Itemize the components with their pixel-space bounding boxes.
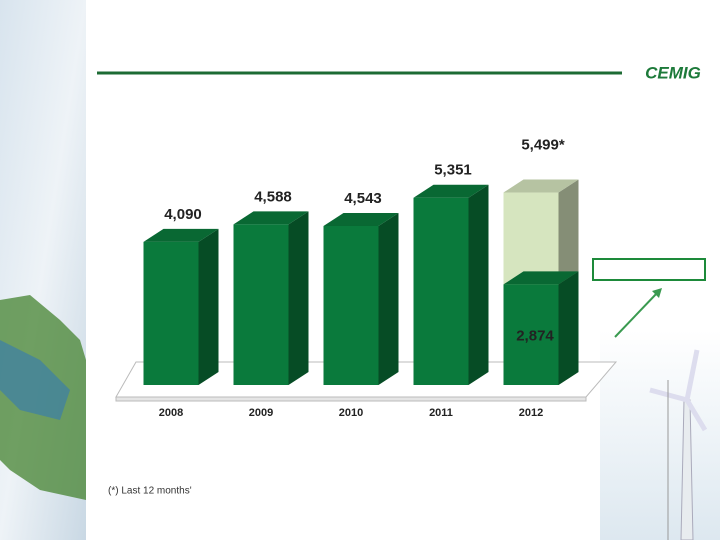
x-tick-label: 2010 — [339, 407, 363, 419]
bar-top — [503, 271, 579, 285]
bar-front — [143, 241, 199, 385]
bar — [143, 228, 219, 385]
wind-turbine — [649, 349, 708, 540]
bar-side — [378, 212, 399, 385]
bar-top — [233, 211, 309, 225]
x-tick-label: 2012 — [519, 407, 543, 419]
arrow-head — [652, 288, 662, 298]
arrow-line — [614, 291, 659, 338]
x-tick-label: 2009 — [249, 407, 273, 419]
bar-side — [288, 211, 309, 385]
bar — [503, 271, 579, 385]
bar-top — [323, 212, 399, 226]
value-label: 5,499* — [521, 137, 565, 154]
bar-side — [198, 228, 219, 385]
value-label: 4,090 — [164, 206, 202, 223]
bar-top — [413, 184, 489, 198]
bar-front — [503, 284, 559, 385]
map-water — [0, 340, 70, 420]
right-sky — [600, 330, 720, 540]
value-label: 4,588 — [254, 188, 292, 205]
bar-front — [323, 225, 379, 385]
value-label: 4,543 — [344, 190, 382, 207]
value-label: 2,874 — [516, 327, 554, 344]
bar — [323, 212, 399, 385]
bar-front — [413, 197, 469, 385]
x-tick-label: 2008 — [159, 407, 183, 419]
x-tick-label: 2011 — [429, 407, 453, 419]
bar-side — [558, 271, 579, 385]
bar-front — [233, 224, 289, 385]
bar — [413, 184, 489, 385]
bar-top — [143, 228, 219, 242]
empty-box — [592, 258, 706, 281]
bar-side — [468, 184, 489, 385]
value-label: 5,351 — [434, 162, 472, 179]
logo: CEMIG — [645, 63, 701, 82]
plot: 2008 2009 2010 2011 2012 4,090 4,588 4,543 5,351… — [115, 137, 618, 419]
floor-front — [115, 396, 587, 402]
footnote: (*) Last 12 months' — [108, 486, 192, 497]
bar — [233, 211, 309, 385]
bar-top — [503, 179, 579, 193]
